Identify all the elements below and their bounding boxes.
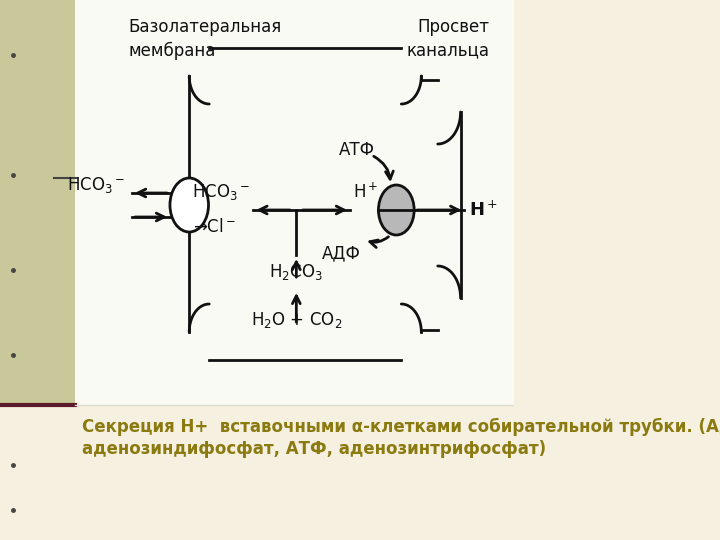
- Circle shape: [379, 185, 414, 235]
- Bar: [0, 0, 75, 405]
- FancyBboxPatch shape: [421, 80, 464, 330]
- Text: аденозиндифосфат, АТФ, аденозинтрифосфат): аденозиндифосфат, АТФ, аденозинтрифосфат…: [82, 440, 546, 458]
- Bar: [75, 0, 514, 405]
- Text: Секреция Н+  вставочными α-клетками собирательной трубки. (АДФ,: Секреция Н+ вставочными α-клетками собир…: [82, 418, 720, 436]
- Circle shape: [170, 178, 209, 232]
- Text: H$^+$: H$^+$: [354, 183, 379, 202]
- Text: H$_2$CO$_3$: H$_2$CO$_3$: [269, 262, 323, 282]
- Text: HCO$_3$$^-$: HCO$_3$$^-$: [192, 182, 250, 202]
- Text: Н$^+$: Н$^+$: [469, 200, 498, 220]
- Text: АТФ: АТФ: [339, 141, 375, 159]
- Text: Просвет
канальца: Просвет канальца: [406, 18, 489, 59]
- Text: АДФ: АДФ: [322, 244, 361, 262]
- Text: H$_2$O + CO$_2$: H$_2$O + CO$_2$: [251, 310, 342, 330]
- Text: Базолатеральная
мембрана: Базолатеральная мембрана: [129, 18, 282, 60]
- Text: →Cl$^-$: →Cl$^-$: [193, 218, 236, 236]
- Bar: [0, 405, 514, 540]
- Text: HCO$_3$$^-$: HCO$_3$$^-$: [67, 175, 125, 195]
